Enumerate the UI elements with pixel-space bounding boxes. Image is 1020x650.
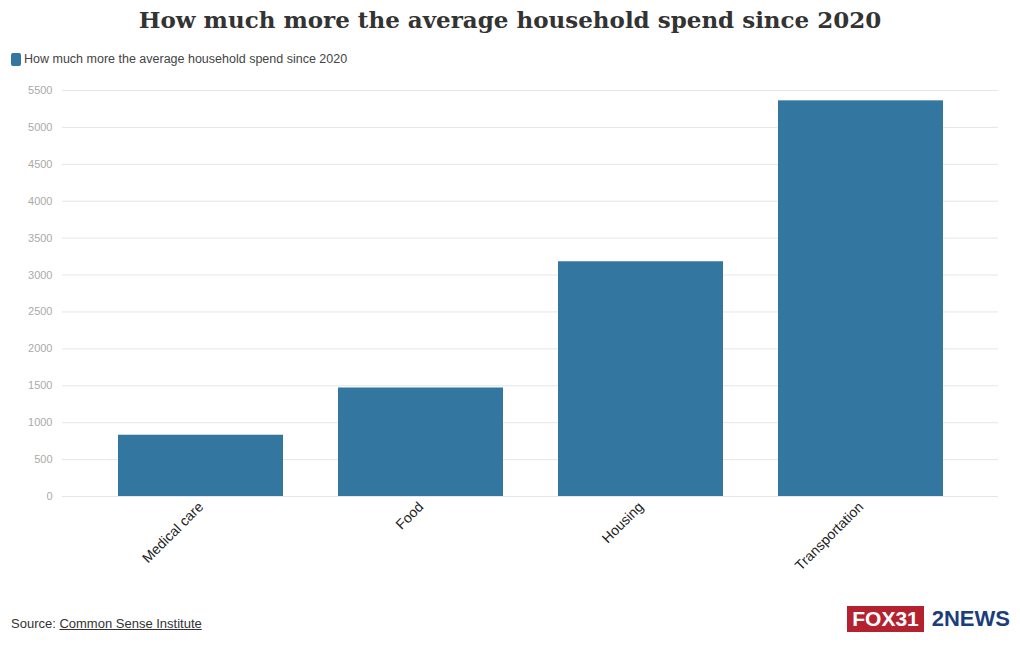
html-text:How much more the average hous: How much more the average household spen…	[24, 52, 348, 66]
svg-text:2000: 2000	[28, 342, 52, 354]
svg-text:Transportation: Transportation	[792, 498, 867, 573]
svg-text:1000: 1000	[28, 416, 52, 428]
svg-text:Food: Food	[392, 498, 426, 532]
html-text:2NEWS: 2NEWS	[931, 606, 1010, 631]
svg-text:4000: 4000	[28, 195, 52, 207]
svg-text:1500: 1500	[28, 379, 52, 391]
svg-text:Housing: Housing	[599, 498, 647, 546]
svg-text:4500: 4500	[28, 158, 52, 170]
svg-text:5500: 5500	[28, 84, 52, 96]
svg-text:3500: 3500	[28, 232, 52, 244]
svg-text:5000: 5000	[28, 121, 52, 133]
svg-text:500: 500	[34, 453, 52, 465]
html-text:Source: Common Sense Institute: Source: Common Sense Institute	[11, 616, 202, 631]
svg-text:0: 0	[46, 490, 52, 502]
svg-text:3000: 3000	[28, 269, 52, 281]
html-text:How much more the average hous: How much more the average household spen…	[138, 6, 882, 33]
html-text:FOX31: FOX31	[852, 607, 919, 630]
svg-text:2500: 2500	[28, 305, 52, 317]
svg-text:Medical care: Medical care	[139, 498, 207, 566]
